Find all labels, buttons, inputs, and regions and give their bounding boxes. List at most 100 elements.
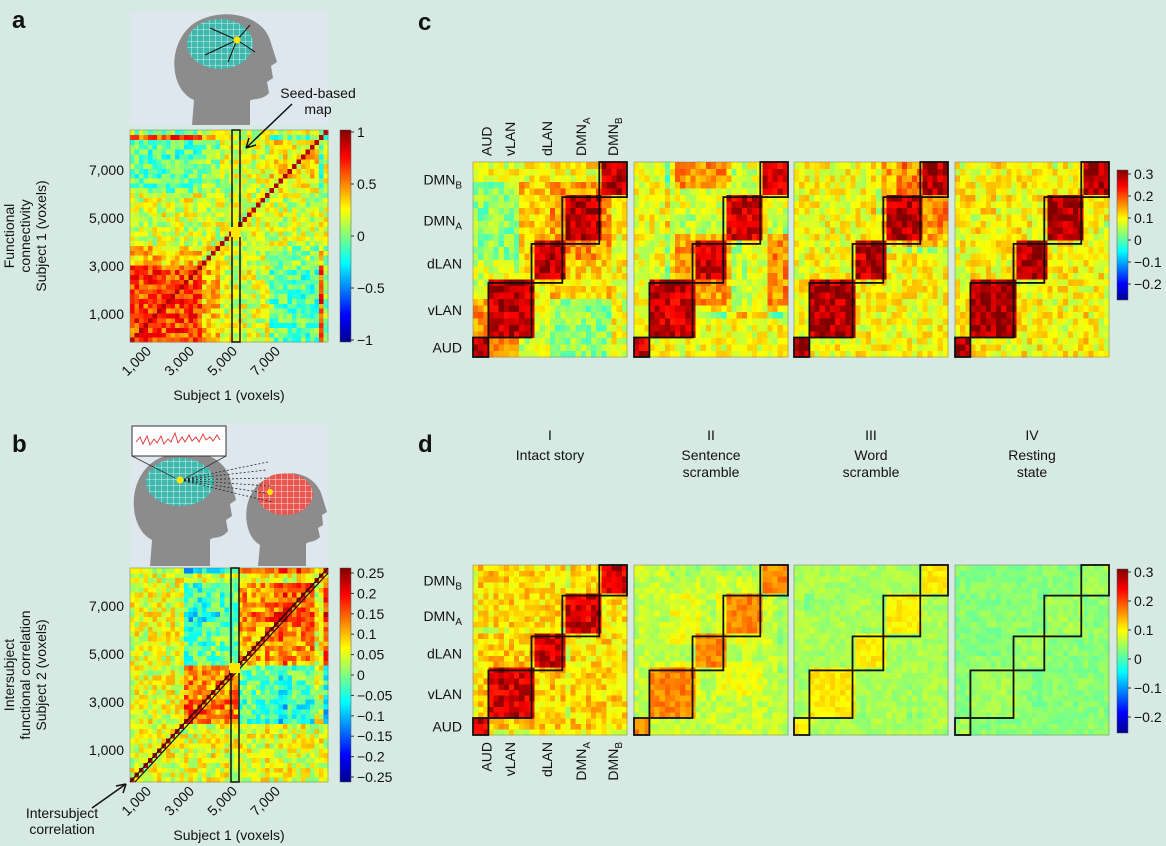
heatmap-cell — [324, 753, 329, 758]
heatmap-cell — [180, 680, 185, 685]
heatmap-cell — [279, 680, 284, 685]
heatmap-cell — [540, 201, 546, 208]
heatmap-cell — [252, 704, 257, 709]
heatmap-cell — [274, 169, 279, 174]
heatmap-cell — [211, 758, 216, 763]
heatmap-cell — [767, 331, 773, 338]
heatmap-cell — [157, 763, 162, 768]
heatmap-cell — [612, 286, 618, 293]
heatmap-cell — [247, 743, 252, 748]
heatmap-cell — [310, 573, 315, 578]
heatmap-cell — [706, 344, 712, 351]
heatmap-cell — [247, 154, 252, 159]
heatmap-cell — [252, 709, 257, 714]
heatmap-cell — [310, 709, 315, 714]
heatmap-cell — [148, 704, 153, 709]
heatmap-cell — [324, 685, 329, 690]
heatmap-cell — [234, 743, 239, 748]
heatmap-cell — [550, 195, 556, 202]
heatmap-cell — [189, 592, 194, 597]
heatmap-cell — [166, 592, 171, 597]
heatmap-cell — [135, 308, 140, 313]
colorbar-tick-label: 0.2 — [357, 585, 377, 601]
heatmap-cell — [622, 221, 628, 228]
heatmap-cell — [180, 222, 185, 227]
heatmap-cell — [265, 231, 270, 236]
heatmap-cell — [315, 607, 320, 612]
heatmap-cell — [157, 646, 162, 651]
heatmap-cell — [509, 253, 515, 260]
heatmap-cell — [560, 162, 566, 169]
heatmap-cell — [265, 602, 270, 607]
heatmap-cell — [162, 607, 167, 612]
heatmap-cell — [193, 265, 198, 270]
heatmap-cell — [601, 266, 607, 273]
heatmap-cell — [220, 270, 225, 275]
heatmap-cell — [499, 286, 505, 293]
heatmap-cell — [256, 178, 261, 183]
heatmap-cell — [216, 149, 221, 154]
heatmap-cell — [292, 704, 297, 709]
heatmap-cell — [139, 332, 144, 337]
heatmap-cell — [279, 332, 284, 337]
heatmap-cell — [581, 253, 587, 260]
heatmap-cell — [198, 597, 203, 602]
heatmap-cell — [256, 690, 261, 695]
heatmap-cell — [274, 207, 279, 212]
heatmap-cell — [148, 289, 153, 294]
heatmap-cell — [310, 217, 315, 222]
heatmap-cell — [153, 202, 158, 207]
heatmap-cell — [148, 675, 153, 680]
heatmap-cell — [184, 135, 189, 140]
heatmap-cell — [171, 602, 176, 607]
heatmap-cell — [279, 303, 284, 308]
heatmap-cell — [148, 226, 153, 231]
heatmap-cell — [135, 709, 140, 714]
heatmap-cell — [247, 578, 252, 583]
heatmap-cell — [545, 221, 551, 228]
heatmap-cell — [216, 275, 221, 280]
heatmap-cell — [319, 303, 324, 308]
heatmap-cell — [153, 164, 158, 169]
heatmap-cell — [283, 685, 288, 690]
heatmap-cell — [144, 670, 149, 675]
heatmap-cell — [306, 241, 311, 246]
heatmap-cell — [148, 279, 153, 284]
heatmap-cell — [706, 351, 712, 358]
heatmap-cell — [220, 733, 225, 738]
heatmap-cell — [135, 612, 140, 617]
heatmap-cell — [617, 253, 623, 260]
heatmap-cell — [157, 583, 162, 588]
heatmap-cell — [180, 743, 185, 748]
heatmap-cell — [675, 344, 681, 351]
heatmap-cell — [499, 188, 505, 195]
heatmap-cell — [571, 292, 577, 299]
heatmap-cell — [148, 173, 153, 178]
heatmap-cell — [288, 140, 293, 145]
heatmap-cell — [571, 299, 577, 306]
heatmap-cell — [265, 270, 270, 275]
heatmap-cell — [297, 758, 302, 763]
heatmap-cell — [261, 763, 266, 768]
heatmap-cell — [301, 685, 306, 690]
heatmap-cell — [148, 772, 153, 777]
heatmap-cell — [135, 690, 140, 695]
heatmap-cell — [198, 714, 203, 719]
heatmap-cell — [288, 178, 293, 183]
heatmap-cell — [256, 743, 261, 748]
heatmap-cell — [540, 292, 546, 299]
heatmap-cell — [180, 318, 185, 323]
heatmap-cell — [279, 597, 284, 602]
heatmap-cell — [261, 578, 266, 583]
heatmap-cell — [622, 351, 628, 358]
heatmap-cell — [571, 188, 577, 195]
heatmap-cell — [135, 294, 140, 299]
heatmap-cell — [207, 646, 212, 651]
heatmap-cell — [591, 273, 597, 280]
heatmap-cell — [162, 299, 167, 304]
heatmap-cell — [297, 173, 302, 178]
heatmap-cell — [301, 646, 306, 651]
heatmap-cell — [288, 636, 293, 641]
heatmap-cell — [279, 675, 284, 680]
heatmap-cell — [207, 641, 212, 646]
